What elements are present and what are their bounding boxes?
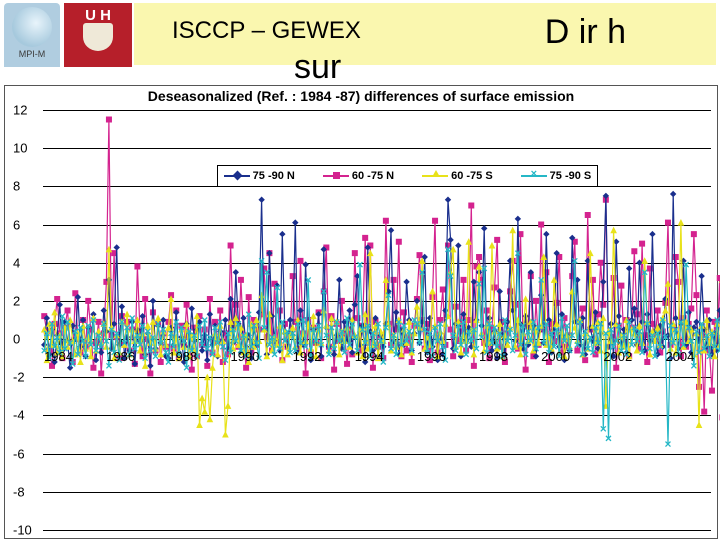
y-axis-label: 8 bbox=[13, 179, 20, 194]
slide-header: MPI-M U H ISCCP – GEWEX D ir h sur bbox=[0, 0, 720, 84]
y-axis-label: 6 bbox=[13, 217, 20, 232]
x-axis-label: 1996 bbox=[417, 349, 446, 364]
legend-label: 75 -90 N bbox=[253, 170, 295, 182]
x-axis-label: 2000 bbox=[541, 349, 570, 364]
title-left: ISCCP – GEWEX bbox=[172, 17, 361, 45]
y-axis-label: 0 bbox=[13, 332, 20, 347]
y-axis-label: 2 bbox=[13, 293, 20, 308]
y-axis-label: -10 bbox=[13, 523, 32, 538]
globe-icon bbox=[12, 7, 52, 47]
legend-label: 75 -90 S bbox=[550, 170, 592, 182]
uh-label: U H bbox=[64, 7, 132, 24]
chart-legend: 75 -90 N 60 -75 N 60 -75 S ×75 -90 S bbox=[217, 165, 599, 187]
x-axis-label: 1984 bbox=[44, 349, 73, 364]
y-axis-label: -4 bbox=[13, 408, 25, 423]
x-axis-label: 1994 bbox=[355, 349, 384, 364]
x-axis-label: 2002 bbox=[603, 349, 632, 364]
x-axis-label: 1988 bbox=[168, 349, 197, 364]
y-axis-label: -8 bbox=[13, 484, 25, 499]
shield-icon bbox=[83, 23, 113, 51]
y-axis-label: 12 bbox=[13, 103, 27, 118]
y-axis-label: 4 bbox=[13, 255, 20, 270]
legend-item: 75 -90 N bbox=[224, 170, 295, 182]
legend-label: 60 -75 S bbox=[451, 170, 493, 182]
title-sub: sur bbox=[294, 48, 341, 87]
legend-item: 60 -75 S bbox=[422, 170, 493, 182]
legend-label: 60 -75 N bbox=[352, 170, 394, 182]
mpim-logo: MPI-M bbox=[4, 3, 60, 67]
chart-title: Deseasonalized (Ref. : 1984 -87) differe… bbox=[5, 88, 717, 104]
legend-item: ×75 -90 S bbox=[521, 170, 592, 182]
legend-item: 60 -75 N bbox=[323, 170, 394, 182]
y-axis-label: -6 bbox=[13, 446, 25, 461]
x-axis-label: 2004 bbox=[665, 349, 694, 364]
uh-logo: U H bbox=[64, 3, 132, 67]
title-bar: ISCCP – GEWEX D ir h bbox=[134, 3, 716, 65]
mpim-label: MPI-M bbox=[19, 49, 46, 59]
chart-container: Deseasonalized (Ref. : 1984 -87) differe… bbox=[4, 85, 718, 539]
x-axis-label: 1998 bbox=[479, 349, 508, 364]
title-right: D ir h bbox=[545, 13, 626, 52]
y-axis-label: -2 bbox=[13, 370, 25, 385]
x-axis-label: 1992 bbox=[293, 349, 322, 364]
x-axis-label: 1986 bbox=[106, 349, 135, 364]
x-axis-label: 1990 bbox=[230, 349, 259, 364]
y-axis-label: 10 bbox=[13, 141, 27, 156]
gridline bbox=[43, 530, 711, 531]
